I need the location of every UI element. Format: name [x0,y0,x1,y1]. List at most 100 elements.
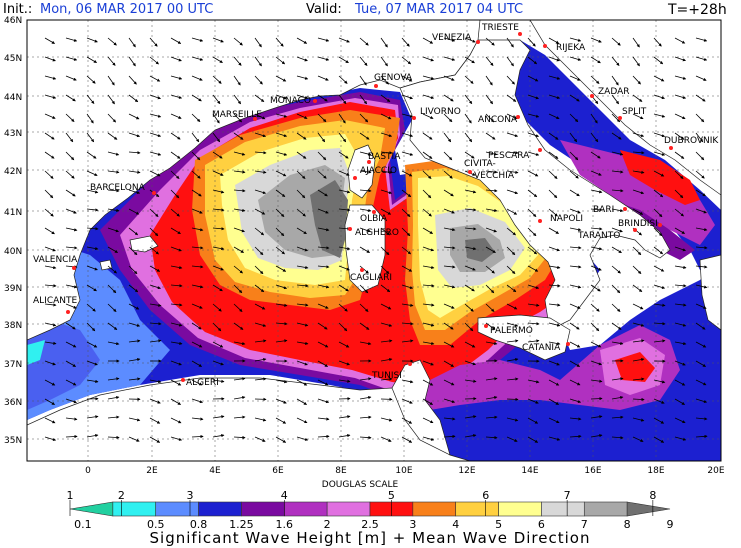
city-label: BARCELONA [90,183,146,193]
wave-arrow [86,303,96,312]
wave-arrow [401,246,412,255]
wave-arrow [338,151,349,159]
wave-arrow [65,434,78,439]
wave-arrow [569,132,578,143]
wave-arrow [107,227,120,233]
wave-arrow [275,339,288,343]
wave-arrow [296,56,308,62]
wave-arrow [212,56,223,63]
wave-arrow [506,436,518,442]
wave-arrow [65,208,77,214]
wave-arrow [422,170,432,179]
wave-arrow [653,339,666,343]
city-label: PESCARA [488,151,530,161]
wave-arrow [569,322,580,330]
wave-arrow [65,94,76,102]
wave-arrow [296,37,308,44]
wave-arrow [359,436,372,440]
wave-arrow [653,170,665,177]
legend-swatch [283,501,328,517]
wave-arrow [86,113,94,124]
wave-arrow [401,94,414,100]
wave-arrow [632,284,643,292]
wave-arrow [275,132,288,138]
wave-arrow [422,189,432,199]
wave-arrow [254,189,267,195]
wave-arrow [44,360,56,366]
wave-arrow [317,360,329,367]
wave-arrow [338,246,351,251]
wave-arrow [569,208,581,214]
wave-arrow [569,417,582,421]
wave-arrow [65,417,78,421]
wave-arrow [443,322,454,330]
wave-arrow [506,189,519,195]
wave-arrow [107,56,116,66]
wave-arrow [212,189,225,194]
wave-arrow [191,246,204,250]
wave-arrow [611,395,624,400]
wave-arrow [422,113,434,119]
land-sardinia [344,204,386,293]
wave-arrow [590,132,599,143]
wave-arrow [464,322,474,332]
wave-arrow [107,377,120,381]
wave-arrow [296,189,306,199]
wave-arrow [212,360,224,366]
wave-arrow [212,37,224,43]
douglas-scale-label: 6 [482,489,489,502]
wave-arrow [590,434,603,438]
lat-label: 37N [4,360,22,370]
wave-arrow [401,339,414,343]
contour-9-east [465,238,495,262]
wave-arrow [548,189,558,199]
wave-arrow [359,75,367,86]
wave-arrow [674,227,686,234]
wave-arrow [317,265,330,269]
legend-value-label: 0.8 [190,518,208,531]
init-value: Mon, 06 MAR 2017 00 UTC [40,2,214,17]
wave-arrow [233,435,246,440]
wave-arrow [527,56,538,65]
wave-arrow [233,246,245,253]
wave-arrow [485,189,498,193]
legend-swatch [626,501,671,517]
wave-arrow [317,132,326,143]
lon-label: 4E [209,466,221,476]
wave-arrow [275,398,287,404]
wave-arrow [611,436,624,440]
wave-arrow [128,357,141,362]
wave-arrow [674,341,687,346]
wave-arrow [86,322,96,332]
wave-arrow [506,397,519,401]
wave-arrow [590,397,603,401]
legend-value-label: 0.1 [74,518,92,531]
wave-arrow [548,56,561,62]
wave-arrow [65,360,77,367]
wave-arrow [86,246,99,251]
wave-arrow [128,265,138,275]
wave-arrow [401,436,413,443]
wave-arrow [380,284,391,293]
wave-arrow [464,415,477,419]
wave-arrow [569,94,580,102]
wave-arrow [149,113,162,118]
wave-arrow [611,56,620,66]
wave-arrow [380,339,393,343]
wave-arrow [548,37,560,44]
wave-arrow [338,132,347,143]
wave-arrow [359,170,372,174]
city-label: BASTIA [368,152,401,162]
map-area [27,20,721,461]
wave-arrow [275,303,288,307]
wave-arrow [44,398,56,405]
wave-arrow [296,265,309,270]
wave-arrow [695,208,707,214]
wave-arrow [233,132,244,140]
wave-arrow [44,94,57,99]
wave-arrow [485,341,498,346]
wave-arrow [86,208,99,212]
wave-arrow [485,132,496,140]
legend-value-label: 2.5 [361,518,379,531]
wave-arrow [506,208,518,215]
